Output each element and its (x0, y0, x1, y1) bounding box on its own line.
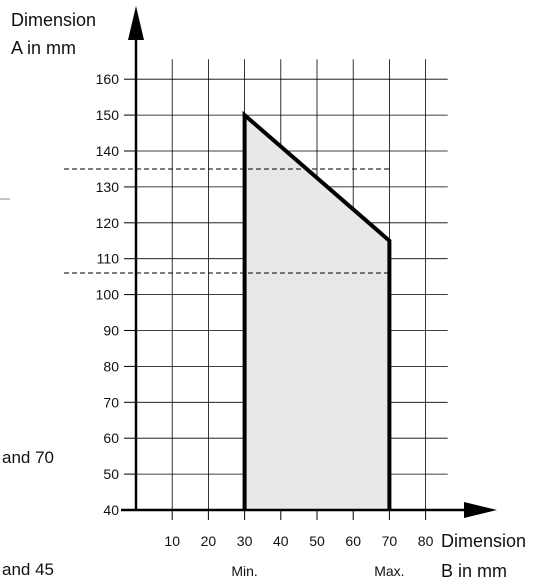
y-tick-label: 120 (96, 215, 120, 231)
y-tick-label: 40 (103, 502, 119, 518)
y-tick-label: 140 (96, 143, 120, 159)
side-text-1: and 70 (2, 448, 54, 467)
min-annotation: Min. (231, 563, 257, 579)
x-tick-label: 40 (273, 533, 289, 549)
x-tick-label: 80 (418, 533, 434, 549)
y-tick-label: 50 (103, 466, 119, 482)
side-text-2: and 45 (2, 560, 54, 579)
x-tick-label: 10 (164, 533, 180, 549)
y-tick-labels: 40 50 60 70 80 90 100 110 120 130 140 150 160 (96, 71, 136, 518)
x-tick-label: 30 (237, 533, 253, 549)
feasible-region (244, 115, 390, 510)
reference-lines (64, 168, 390, 274)
y-tick-label: 70 (103, 394, 119, 410)
y-tick-label: 90 (103, 323, 119, 339)
y-tick-label: 150 (96, 107, 120, 123)
y-tick-label: 160 (96, 71, 120, 87)
y-tick-label: 80 (103, 358, 119, 374)
y-axis-title-line1: Dimension (11, 10, 96, 30)
y-tick-label: 110 (97, 251, 120, 267)
max-annotation: Max. (374, 563, 404, 579)
y-axis-title-line2: A in mm (11, 38, 76, 58)
y-tick-label: 60 (103, 430, 119, 446)
x-axis-title-line1: Dimension (441, 531, 526, 551)
y-tick-label: 100 (96, 287, 120, 303)
x-tick-label: 50 (309, 533, 325, 549)
y-tick-label: 130 (96, 179, 120, 195)
y-axis-arrow (128, 6, 144, 40)
x-axis-title-line2: B in mm (441, 561, 507, 581)
x-tick-label: 60 (345, 533, 361, 549)
x-tick-labels: 10 20 30 40 50 60 70 80 (164, 510, 434, 549)
axes (121, 6, 497, 518)
x-tick-label: 20 (201, 533, 217, 549)
x-axis-arrow (464, 502, 497, 518)
x-tick-label: 70 (382, 533, 398, 549)
feasible-region-outline (242, 110, 392, 510)
